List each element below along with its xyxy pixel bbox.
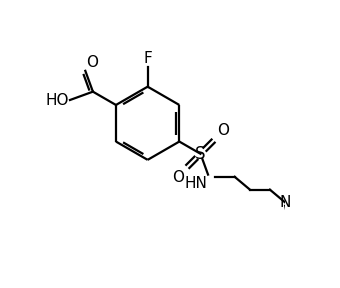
Text: HO: HO [45, 92, 69, 107]
Text: O: O [172, 170, 184, 185]
Text: HN: HN [184, 176, 207, 191]
Text: N: N [279, 195, 291, 210]
Text: O: O [217, 123, 229, 138]
Text: S: S [195, 145, 206, 163]
Text: O: O [86, 55, 98, 70]
Text: F: F [143, 51, 152, 66]
